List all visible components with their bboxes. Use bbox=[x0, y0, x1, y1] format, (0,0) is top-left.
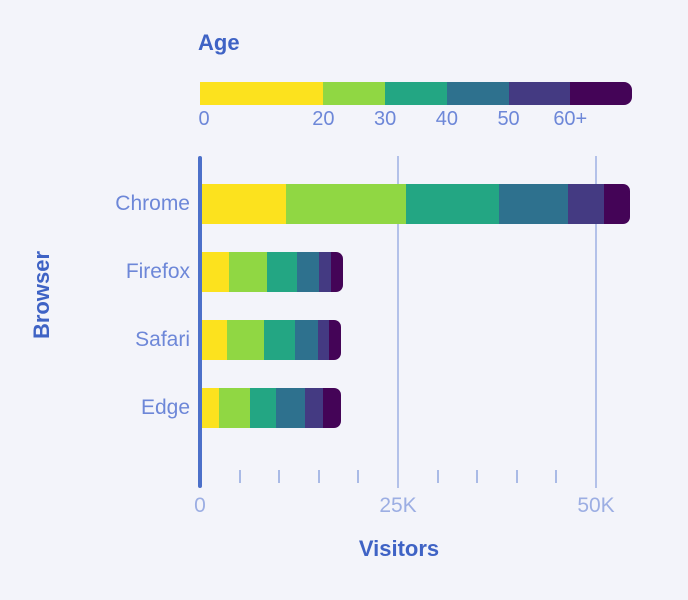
bar-segment-firefox-age-40-50 bbox=[297, 252, 320, 292]
gridline-25K bbox=[397, 156, 399, 488]
x-axis-minor-tick bbox=[278, 470, 281, 483]
category-label-safari: Safari bbox=[135, 328, 190, 351]
x-axis-tick-label: 50K bbox=[577, 494, 615, 517]
bar-edge bbox=[202, 388, 342, 428]
x-axis-minor-tick bbox=[357, 470, 360, 483]
x-axis-tick-label: 25K bbox=[379, 494, 417, 517]
x-axis-minor-tick bbox=[555, 470, 558, 483]
bar-segment-firefox-age-50-60 bbox=[319, 252, 332, 292]
bar-safari bbox=[202, 320, 342, 360]
bar-segment-safari-age-20-30 bbox=[227, 320, 264, 360]
bar-segment-safari-age-0-20 bbox=[202, 320, 228, 360]
bar-segment-safari-age-30-40 bbox=[263, 320, 295, 360]
category-label-chrome: Chrome bbox=[115, 192, 190, 215]
bar-segment-safari-age-60+ bbox=[329, 320, 342, 360]
legend-segment-age-50-60 bbox=[508, 82, 571, 105]
legend-segment-age-0-20 bbox=[200, 82, 324, 105]
legend-segment-age-60+ bbox=[570, 82, 632, 105]
legend-title: Age bbox=[198, 30, 240, 55]
x-axis-tick-label: 0 bbox=[194, 494, 206, 517]
age-legend-colorbar bbox=[200, 82, 632, 105]
x-axis-minor-tick bbox=[476, 470, 479, 483]
bar-segment-firefox-age-0-20 bbox=[202, 252, 229, 292]
legend-segment-age-20-30 bbox=[323, 82, 386, 105]
bar-segment-chrome-age-40-50 bbox=[498, 184, 568, 224]
x-axis-title: Visitors bbox=[358, 536, 440, 561]
legend-segment-age-30-40 bbox=[385, 82, 447, 105]
x-axis-minor-tick bbox=[238, 470, 241, 483]
bar-segment-chrome-age-0-20 bbox=[202, 184, 286, 224]
bar-segment-firefox-age-20-30 bbox=[228, 252, 267, 292]
bar-segment-safari-age-50-60 bbox=[317, 320, 330, 360]
x-axis-minor-tick bbox=[436, 470, 439, 483]
x-axis-minor-tick bbox=[515, 470, 518, 483]
legend-tick-label: 20 bbox=[312, 108, 335, 130]
bar-segment-edge-age-50-60 bbox=[304, 388, 324, 428]
legend-tick-label: 30 bbox=[374, 108, 397, 130]
legend-tick-label: 60+ bbox=[553, 108, 588, 130]
legend-tick-label: 0 bbox=[198, 108, 210, 130]
gridline-50K bbox=[595, 156, 597, 488]
bar-segment-firefox-age-60+ bbox=[331, 252, 343, 292]
bar-segment-edge-age-40-50 bbox=[276, 388, 305, 428]
bar-segment-edge-age-20-30 bbox=[219, 388, 250, 428]
category-label-firefox: Firefox bbox=[125, 260, 190, 283]
bar-firefox bbox=[202, 252, 343, 292]
bar-segment-safari-age-40-50 bbox=[294, 320, 318, 360]
bar-segment-edge-age-0-20 bbox=[202, 388, 220, 428]
x-axis-minor-tick bbox=[317, 470, 320, 483]
bar-segment-chrome-age-50-60 bbox=[567, 184, 605, 224]
y-axis-line bbox=[198, 156, 202, 488]
bar-segment-chrome-age-20-30 bbox=[285, 184, 406, 224]
bar-segment-edge-age-60+ bbox=[323, 388, 342, 428]
legend-tick-label: 40 bbox=[435, 108, 458, 130]
bar-segment-edge-age-30-40 bbox=[249, 388, 277, 428]
legend-segment-age-40-50 bbox=[446, 82, 509, 105]
bar-chrome bbox=[202, 184, 631, 224]
category-label-edge: Edge bbox=[140, 396, 190, 419]
bar-segment-firefox-age-30-40 bbox=[266, 252, 298, 292]
bar-segment-chrome-age-30-40 bbox=[405, 184, 499, 224]
bar-segment-chrome-age-60+ bbox=[604, 184, 631, 224]
legend-tick-label: 50 bbox=[497, 108, 520, 130]
